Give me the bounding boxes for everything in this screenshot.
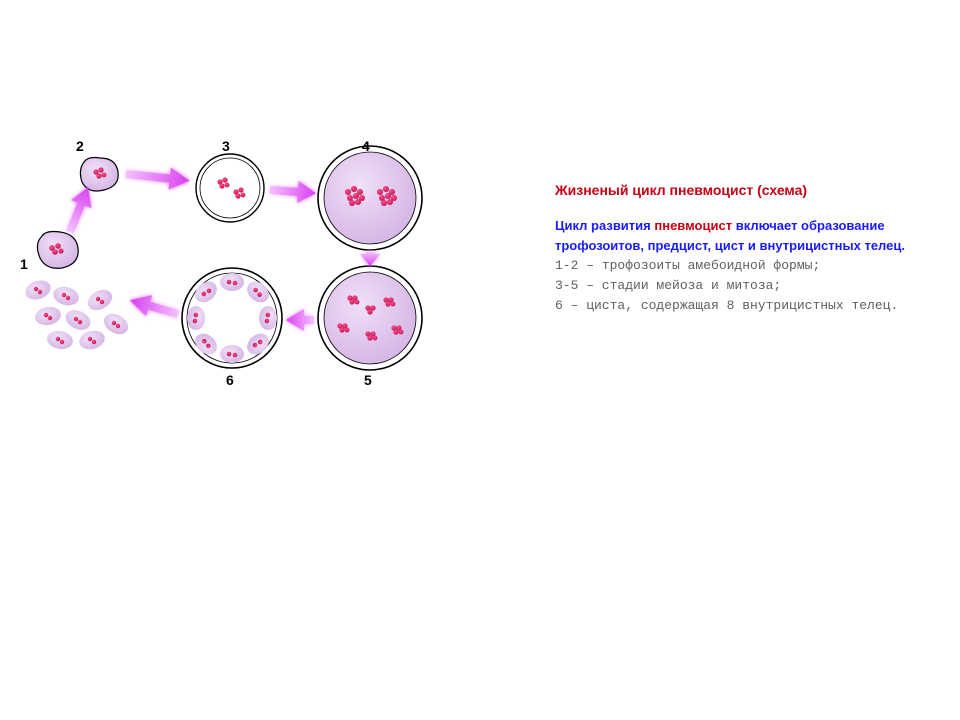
stage-5 [318, 266, 422, 370]
stage-4 [318, 146, 422, 250]
label-3: 3 [222, 138, 230, 154]
stage-1 [23, 232, 132, 353]
label-1: 1 [20, 256, 28, 272]
label-2: 2 [76, 138, 84, 154]
legend-2: 3-5 – стадии мейоза и митоза; [555, 276, 905, 296]
intro-line-1: Цикл развития пневмоцист включает образо… [555, 216, 905, 236]
stage-3 [196, 154, 264, 222]
diagram-title: Жизненый цикл пневмоцист (схема) [555, 180, 905, 202]
intro-prefix: Цикл развития [555, 218, 654, 233]
label-4: 4 [362, 138, 370, 154]
text-panel: Жизненый цикл пневмоцист (схема) Цикл ра… [555, 180, 905, 316]
label-6: 6 [226, 372, 234, 388]
label-5: 5 [364, 372, 372, 388]
intro-line-2: трофозоитов, предцист, цист и внутрицист… [555, 236, 905, 256]
legend-1: 1-2 – трофозоиты амебоидной формы; [555, 256, 905, 276]
diagram-canvas: 1 2 3 4 5 6 Жизненый цикл пневмоцист (сх… [0, 0, 960, 720]
lifecycle-diagram [0, 0, 960, 720]
intro-highlight: пневмоцист [654, 218, 732, 233]
stage-2 [80, 158, 118, 192]
legend-3: 6 – циста, содержащая 8 внутрицистных те… [555, 296, 905, 316]
stage-6 [182, 268, 282, 368]
intro-suffix: включает образование [732, 218, 884, 233]
